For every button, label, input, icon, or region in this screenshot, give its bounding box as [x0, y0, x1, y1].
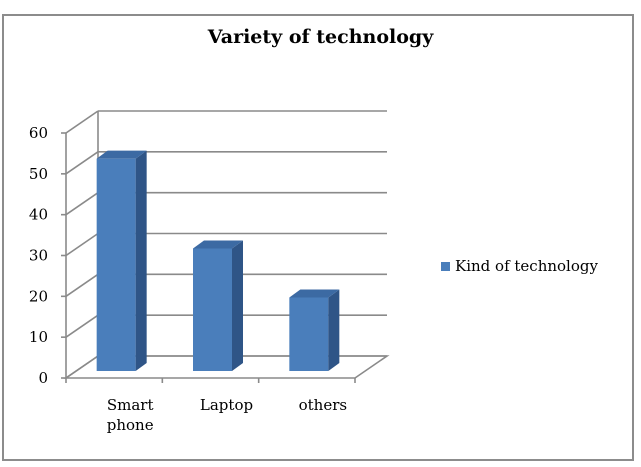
bar-top — [193, 240, 243, 249]
legend-label: Kind of technology — [455, 257, 598, 275]
y-tick-label: 0 — [38, 369, 48, 387]
y-tick-label: 10 — [29, 328, 48, 346]
x-category-label: Smart — [107, 396, 154, 414]
bar-front — [96, 158, 136, 371]
legend: Kind of technology — [441, 256, 598, 276]
side-gridline — [65, 232, 99, 257]
y-tick-label: 60 — [29, 124, 48, 142]
bar-top — [289, 289, 340, 298]
side-gridline — [65, 314, 99, 338]
side-gridline — [65, 273, 99, 297]
side-gridline — [65, 355, 99, 379]
bar-front — [193, 248, 232, 371]
x-category-label: others — [299, 396, 347, 414]
bar-top — [96, 150, 147, 159]
y-tick-label: 40 — [29, 206, 48, 224]
y-tick-label: 20 — [29, 287, 48, 305]
side-gridline — [65, 110, 99, 134]
bar-side — [232, 240, 243, 371]
side-gridline — [65, 192, 99, 216]
y-tick-label: 30 — [29, 247, 48, 265]
chart-title: Variety of technology — [207, 26, 434, 48]
bar-side — [328, 289, 340, 371]
legend-swatch — [441, 261, 450, 271]
bar-front — [289, 297, 329, 371]
y-tick-label: 50 — [29, 165, 48, 183]
bar-side — [135, 150, 147, 371]
side-gridline — [65, 151, 99, 175]
x-category-label: Laptop — [200, 396, 253, 414]
x-category-label: phone — [107, 416, 154, 434]
